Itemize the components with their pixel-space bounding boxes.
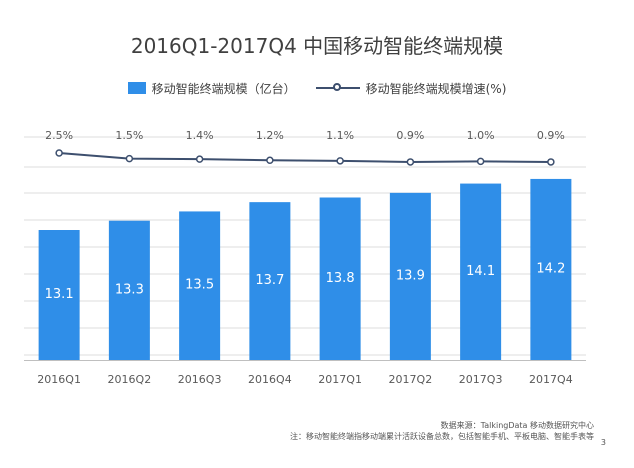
chart-title: 2016Q1-2017Q4 中国移动智能终端规模 [130,34,504,58]
growth-value-label: 1.5% [115,129,143,142]
legend-line-label: 移动智能终端规模增速(%) [365,81,507,96]
x-tick-label: 2016Q1 [37,373,81,386]
growth-value-label: 1.0% [467,129,495,142]
bar-value-label: 14.2 [536,261,565,276]
growth-line [59,152,551,163]
bar-2016q4 [249,202,291,360]
growth-point [125,154,134,163]
bar-2017q4 [530,178,572,360]
bar-value-label: 13.7 [255,273,284,288]
legend-bar-swatch [127,82,146,94]
growth-point [266,156,274,165]
bar-2016q1 [38,230,80,360]
bar-2017q3 [460,183,502,360]
page-number: 3 [600,438,606,447]
bar-value-label: 13.1 [45,287,74,302]
growth-value-label: 0.9% [537,129,565,142]
bar-value-label: 13.9 [396,268,425,283]
legend-item-bar: 移动智能终端规模（亿台） [127,80,296,97]
legend-bar-label: 移动智能终端规模（亿台） [151,81,296,96]
bar-value-label: 13.3 [115,282,144,297]
x-tick-label: 2017Q2 [389,373,433,386]
growth-value-label: 1.1% [326,129,354,142]
footnote: 注：移动智能终端指移动端累计活跃设备总数，包括智能手机、平板电脑、智能手表等 [290,432,594,441]
growth-value-label: 2.5% [45,129,73,142]
growth-point [55,149,63,157]
growth-value-label: 1.4% [186,129,214,142]
growth-point [476,157,485,166]
growth-point [406,158,415,166]
bar-value-label: 13.5 [185,278,214,293]
data-source: 数据来源：TalkingData 移动数据研究中心 [440,421,594,430]
growth-point [547,158,555,166]
legend-line-swatch [315,82,360,94]
source-note: 数据来源：TalkingData 移动数据研究中心 注：移动智能终端指移动端累计… [290,420,594,442]
legend-item-line: 移动智能终端规模增速(%) [315,80,507,97]
x-tick-label: 2016Q3 [178,373,222,386]
chart-legend: 移动智能终端规模（亿台） 移动智能终端规模增速(%) [0,78,634,98]
bar-value-label: 13.8 [326,271,355,286]
growth-value-label: 0.9% [396,129,424,142]
x-tick-label: 2017Q1 [318,373,362,386]
growth-point [336,157,344,165]
bar-2016q3 [179,211,221,360]
x-tick-label: 2016Q4 [248,373,292,386]
bar-2017q2 [389,192,431,360]
bar-2016q2 [108,220,150,360]
x-tick-label: 2016Q2 [108,373,152,386]
x-tick-label: 2017Q3 [459,373,503,386]
bar-value-label: 14.1 [466,264,495,279]
x-tick-label: 2017Q4 [529,373,573,386]
growth-point [195,155,204,163]
bar-2017q1 [319,197,361,360]
growth-value-label: 1.2% [256,129,284,142]
